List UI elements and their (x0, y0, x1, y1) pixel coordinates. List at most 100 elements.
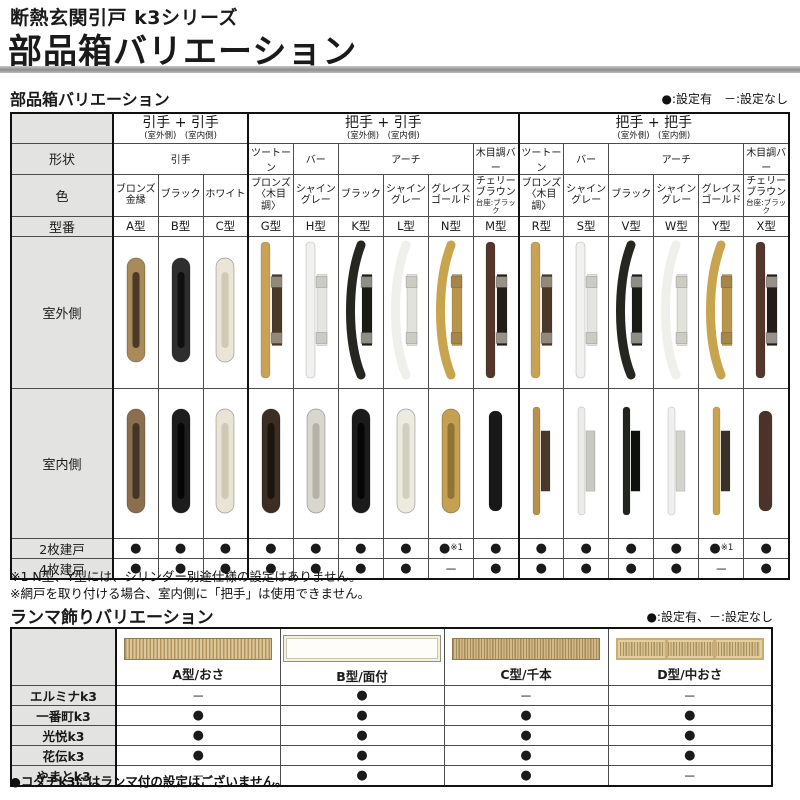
availability-cell: ● (202, 537, 249, 559)
indoor-handle-cell (563, 387, 610, 539)
handle-image (305, 241, 328, 379)
model-cell: Y型 (698, 215, 745, 237)
color-cell: チェリーブラウン 台座:ブラック (472, 173, 520, 217)
shape-cell: ツートーン (247, 142, 294, 175)
availability-cell: ● (337, 537, 384, 559)
color-cell: ホワイト (202, 173, 249, 217)
page-title: 部品箱バリエーション (8, 32, 358, 72)
handle-image (216, 408, 235, 514)
outdoor-handle-cell (743, 235, 790, 389)
availability-cell: ● (743, 537, 790, 559)
model-cell: L型 (382, 215, 429, 237)
row-label-model: 型番 (10, 215, 114, 237)
availability-cell: ●※1 (698, 537, 745, 559)
group-subtitle: (室外側) (室内側) (617, 131, 691, 142)
row-label-outdoor: 室外側 (10, 235, 114, 389)
group-title: 把手 + 把手 (615, 115, 693, 132)
ranma-section-heading: ランマ飾りバリエーション (10, 608, 214, 628)
ranma-column-header: C型/千本 (443, 627, 609, 686)
handle-image (755, 241, 778, 379)
outdoor-handle-cell (563, 235, 610, 389)
availability-cell: ● (382, 537, 429, 559)
group-header: 把手 + 把手 (室外側) (室内側) (517, 112, 790, 144)
outdoor-handle-cell (292, 235, 339, 389)
group-title: 把手 + 引手 (345, 115, 422, 132)
handle-image (396, 408, 416, 514)
shape-cell: バー (292, 142, 339, 175)
ranma-row-label: 光悦k3 (10, 725, 117, 746)
ranma-value-cell: － (443, 685, 609, 706)
shape-cell: アーチ (337, 142, 475, 175)
ranma-column-label: C型/千本 (500, 666, 552, 682)
ranma-image-b (283, 635, 441, 662)
indoor-handle-cell (608, 387, 655, 539)
color-cell: シャイングレー (382, 173, 429, 217)
ranma-image-c (452, 637, 600, 660)
shape-cell: 木目調バー (472, 142, 520, 175)
corner-cell (10, 112, 114, 144)
group-header: 引手 + 引手 (室外側) (室内側) (112, 112, 249, 144)
handle-image (435, 240, 463, 380)
color-cell: シャイングレー (563, 173, 610, 217)
color-cell: ブロンズ金縁 (112, 173, 159, 217)
availability-cell: ● (653, 557, 700, 579)
availability-cell: ● (472, 557, 520, 579)
ranma-column-label: A型/おさ (172, 666, 225, 682)
availability-cell: ● (247, 537, 294, 559)
handle-image (577, 406, 596, 516)
ranma-value-cell: ● (279, 725, 445, 746)
availability-cell: ● (608, 557, 655, 579)
indoor-handle-cell (472, 387, 520, 539)
availability-cell: ● (517, 557, 565, 579)
ranma-value-cell: ● (115, 725, 281, 746)
shape-cell: アーチ (608, 142, 745, 175)
ranma-table: A型/おさ B型/面付 C型/千本 D型/中おさ エルミナk3 － ● －－一番町k3 ●… (10, 627, 773, 787)
model-cell: V型 (608, 215, 655, 237)
handle-image (488, 410, 503, 512)
availability-cell: ● (292, 537, 339, 559)
row-label-indoor: 室内側 (10, 387, 114, 539)
ranma-column-header: B型/面付 (279, 627, 445, 686)
group-subtitle: (室外側) (室内側) (346, 131, 420, 142)
indoor-handle-cell (247, 387, 294, 539)
outdoor-handle-cell (112, 235, 159, 389)
outdoor-handle-cell (517, 235, 565, 389)
ranma-value-cell: － (115, 685, 281, 706)
indoor-handle-cell (427, 387, 475, 539)
ranma-column-label: B型/面付 (336, 669, 388, 684)
handle-image (758, 410, 773, 512)
ranma-row-label: 一番町k3 (10, 705, 117, 726)
indoor-handle-cell (337, 387, 384, 539)
ranma-note: ●コダチk3にはランマ付の設定はございません。 (10, 774, 288, 789)
handle-image (306, 408, 326, 514)
indoor-handle-cell (202, 387, 249, 539)
handle-image (126, 257, 146, 363)
availability-cell: ● (157, 537, 204, 559)
parts-note-1: ※1 N型、Y型には、シリンダー別途仕様の設定はありません。 (10, 569, 362, 584)
handle-image (713, 406, 731, 516)
indoor-handle-cell (112, 387, 159, 539)
ranma-value-cell: ● (443, 705, 609, 726)
ranma-value-cell: ● (115, 705, 281, 726)
color-cell: ブラック (608, 173, 655, 217)
ranma-value-cell: ● (279, 705, 445, 726)
availability-cell: ● (743, 557, 790, 579)
outdoor-handle-cell (608, 235, 655, 389)
model-cell: N型 (427, 215, 475, 237)
ranma-value-cell: ● (443, 765, 609, 787)
parts-table: 引手 + 引手 (室外側) (室内側) 把手 + 引手 (室外側) (室内側) … (10, 112, 790, 580)
handle-image (706, 240, 733, 380)
ranma-value-cell: ● (279, 685, 445, 706)
availability-cell: － (698, 557, 745, 579)
handle-image (616, 240, 643, 380)
shape-cell: ツートーン (517, 142, 565, 175)
outdoor-handle-cell (472, 235, 520, 389)
color-cell: ブラック (337, 173, 384, 217)
availability-cell: ● (563, 557, 610, 579)
color-cell: グレイスゴールド (698, 173, 745, 217)
ranma-value-cell: － (115, 765, 281, 787)
handle-image (390, 240, 418, 380)
indoor-handle-cell (743, 387, 790, 539)
handle-image (260, 241, 283, 379)
ranma-value-cell: － (607, 685, 773, 706)
